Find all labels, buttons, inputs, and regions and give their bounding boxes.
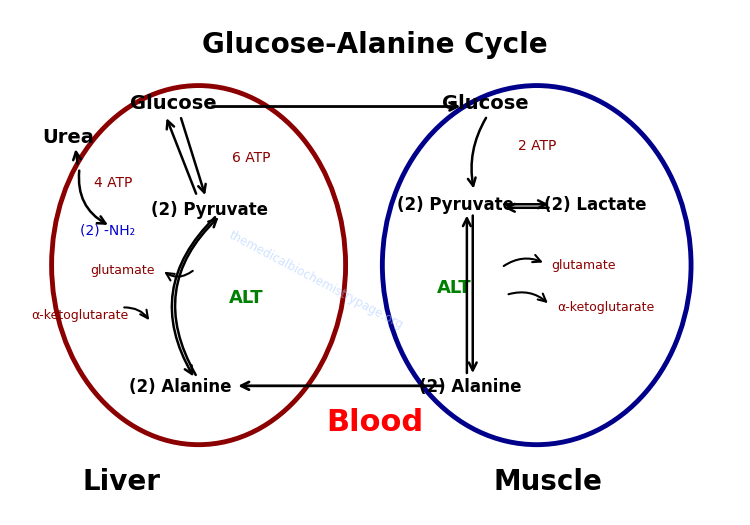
Text: (2) Alanine: (2) Alanine [129, 379, 232, 396]
Text: Urea: Urea [42, 129, 94, 148]
Text: 6 ATP: 6 ATP [232, 151, 270, 165]
Text: Liver: Liver [82, 468, 160, 496]
Text: (2) Alanine: (2) Alanine [419, 379, 522, 396]
Text: α-ketoglutarate: α-ketoglutarate [557, 301, 655, 314]
Text: Muscle: Muscle [494, 468, 602, 496]
Text: 4 ATP: 4 ATP [94, 176, 133, 190]
Text: Glucose: Glucose [442, 93, 529, 112]
Text: 2 ATP: 2 ATP [518, 140, 556, 153]
Text: Glucose-Alanine Cycle: Glucose-Alanine Cycle [202, 31, 548, 59]
Text: ALT: ALT [437, 279, 472, 297]
Text: glutamate: glutamate [551, 259, 616, 271]
Text: glutamate: glutamate [90, 264, 154, 277]
Text: α-ketoglutarate: α-ketoglutarate [32, 309, 129, 321]
Text: (2) Lactate: (2) Lactate [544, 196, 646, 214]
Text: Blood: Blood [326, 408, 424, 437]
Text: ALT: ALT [229, 289, 264, 307]
Text: (2) Pyruvate: (2) Pyruvate [398, 196, 514, 214]
Text: Glucose: Glucose [130, 93, 216, 112]
Text: themedicalbiochemistrypage.org: themedicalbiochemistrypage.org [226, 228, 406, 332]
Text: (2) -NH₂: (2) -NH₂ [80, 223, 135, 237]
Text: (2) Pyruvate: (2) Pyruvate [152, 201, 268, 219]
